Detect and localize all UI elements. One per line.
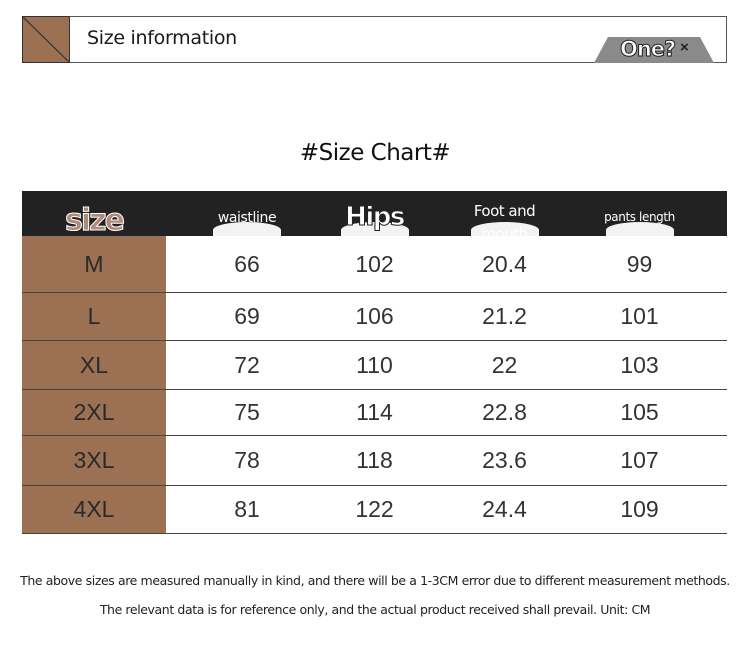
table-row: L 69 106 21.2 101 [22, 293, 727, 341]
cell-waistline: 69 [234, 303, 260, 329]
cell-waistline: 66 [234, 251, 260, 277]
header-hips: Hips [312, 191, 437, 238]
cell-waistline: 81 [234, 496, 260, 522]
cell-hips: 122 [355, 496, 394, 522]
cell-size: XL [22, 341, 166, 389]
cell-foot-and-mouth: 22 [491, 352, 518, 378]
table-row: 4XL 81 122 24.4 109 [22, 486, 727, 534]
size-chart-table: size waistline Hips Foot and mouth pants … [22, 191, 727, 534]
table-row: 2XL 75 114 22.8 105 [22, 390, 727, 436]
cell-hips: 110 [356, 352, 393, 378]
cell-hips: 118 [356, 447, 393, 473]
cell-foot-and-mouth: 20.4 [482, 251, 527, 277]
close-icon[interactable]: × [680, 39, 689, 56]
cell-size: L [22, 293, 166, 340]
reference-note: The relevant data is for reference only,… [99, 602, 651, 617]
header-foot-and-mouth: Foot and mouth [442, 191, 567, 243]
cell-pants-length: 107 [620, 447, 659, 473]
header-size: size [65, 203, 126, 239]
cell-size: 4XL [22, 486, 166, 533]
cell-hips: 102 [355, 251, 394, 277]
measurement-note: The above sizes are measured manually in… [20, 573, 730, 588]
cell-foot-and-mouth: 23.6 [482, 447, 527, 473]
cell-size: 2XL [22, 390, 166, 435]
banner-title: Size information [87, 27, 237, 49]
cell-size: M [22, 236, 166, 292]
cell-foot-and-mouth: 21.2 [482, 303, 527, 329]
cell-foot-and-mouth: 22.8 [482, 399, 527, 425]
cell-pants-length: 103 [620, 352, 659, 378]
size-information-banner: Size information One? × [22, 16, 727, 63]
chart-title: #Size Chart# [299, 140, 451, 166]
cell-waistline: 78 [234, 447, 260, 473]
table-row: 3XL 78 118 23.6 107 [22, 436, 727, 486]
header-pants-length: pants length [572, 191, 707, 238]
cell-waistline: 75 [234, 399, 260, 425]
cell-pants-length: 109 [620, 496, 659, 522]
cell-pants-length: 99 [626, 251, 653, 277]
table-header: size waistline Hips Foot and mouth pants … [22, 191, 727, 243]
cell-hips: 114 [356, 399, 393, 425]
brand-logo: One? × [594, 35, 714, 63]
cell-hips: 106 [355, 303, 394, 329]
header-waistline: waistline [188, 191, 306, 238]
table-row: XL 72 110 22 103 [22, 341, 727, 390]
cell-pants-length: 101 [620, 303, 659, 329]
cell-size: 3XL [22, 436, 166, 485]
cell-pants-length: 105 [620, 399, 659, 425]
table-row: M 66 102 20.4 99 [22, 236, 727, 293]
cell-waistline: 72 [234, 352, 260, 378]
brown-swatch-icon [22, 16, 70, 63]
brand-name: One? [619, 37, 676, 62]
cell-foot-and-mouth: 24.4 [482, 496, 527, 522]
